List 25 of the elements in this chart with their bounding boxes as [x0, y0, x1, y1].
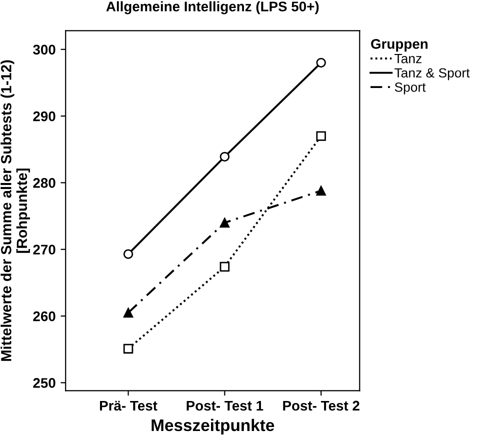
chart-title: Allgemeine Intelligenz (LPS 50+): [106, 1, 319, 14]
point: [316, 131, 326, 141]
point: [123, 249, 134, 259]
point: [123, 344, 134, 354]
point: [123, 308, 134, 318]
y-tick-label: 260: [33, 311, 56, 322]
legend-label: Sport: [394, 82, 426, 94]
point: [220, 218, 230, 228]
x-tick-label: Prä- Test: [100, 400, 158, 411]
y-tick-label: 250: [33, 378, 56, 388]
legend-label: Tanz: [394, 54, 422, 64]
x-tick-label: Post- Test 2: [283, 400, 360, 411]
legend-label: Tanz & Sport: [394, 68, 470, 80]
y-axis-title: Mittelwerte der Summe aller Subtests (1-12) [Rohpunkte]: [0, 60, 30, 361]
legend-title: Gruppen: [371, 39, 428, 52]
y-tick-label: 280: [33, 178, 56, 188]
point: [316, 186, 326, 196]
x-axis-title: Messzeitpunkte: [152, 418, 274, 434]
y-tick-label: 270: [33, 244, 56, 255]
y-tick-label: 300: [33, 44, 56, 55]
y-tick-label: 290: [33, 111, 56, 122]
point: [220, 152, 230, 162]
point: [220, 262, 230, 272]
x-tick-label: Post- Test 1: [186, 400, 264, 411]
point: [316, 58, 326, 68]
